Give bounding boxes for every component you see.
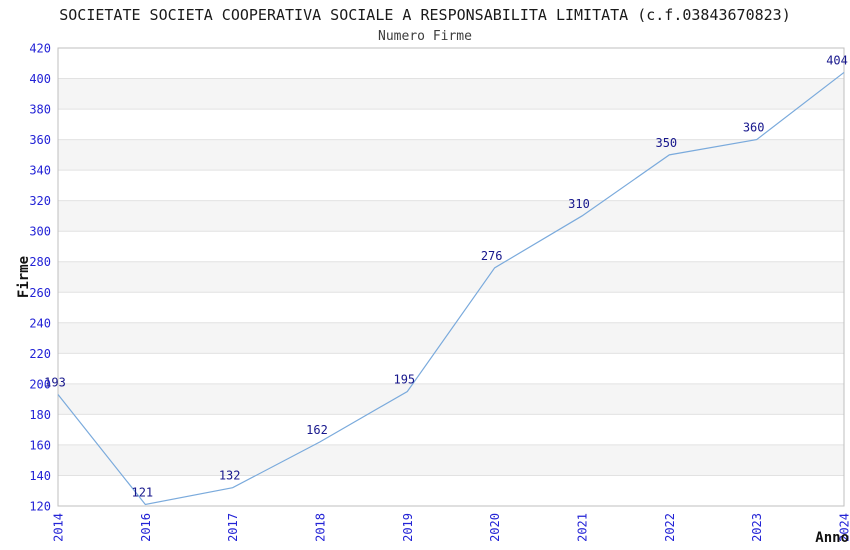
chart-subtitle: Numero Firme (378, 29, 472, 44)
y-axis-tick-labels: 120 140 160 180 200 220 240 260 280 300 320 340 360 3… (29, 42, 51, 514)
y-tick-label: 140 (29, 469, 51, 483)
y-tick-label: 400 (29, 72, 51, 86)
gridlines (58, 78, 844, 476)
y-tick-label: 200 (29, 377, 51, 391)
y-tick-label: 280 (29, 255, 51, 269)
y-tick-label: 300 (29, 225, 51, 239)
y-tick-label: 340 (29, 164, 51, 178)
x-tick-label: 2014 (52, 513, 66, 542)
x-tick-label: 2021 (576, 513, 590, 542)
plot-bands (58, 78, 844, 476)
y-tick-label: 120 (29, 500, 51, 514)
x-tick-label: 2019 (401, 513, 415, 542)
series-line-numero-firme (57, 71, 845, 506)
x-axis-title: Anno (815, 530, 849, 546)
x-tick-label: 2017 (226, 513, 240, 542)
chart-title: SOCIETATE SOCIETA COOPERATIVA SOCIALE A … (59, 6, 791, 24)
y-tick-label: 360 (29, 133, 51, 147)
y-tick-label: 380 (29, 103, 51, 117)
x-tick-label: 2020 (488, 513, 502, 542)
data-point-label: 310 (568, 197, 590, 211)
data-point-labels: 193 121 132 162 195 276 310 350 360 404 (44, 53, 848, 499)
band-row (58, 139, 844, 171)
data-point-label: 360 (743, 121, 765, 135)
x-tick-label: 2024 (838, 513, 850, 542)
y-axis-title: Firme (16, 256, 32, 298)
data-point-label: 404 (826, 53, 848, 67)
band-row (58, 78, 844, 110)
data-point-label: 162 (306, 423, 328, 437)
y-tick-label: 180 (29, 408, 51, 422)
x-axis-tick-labels: 2014 2016 2017 2018 2019 2020 2021 2022 2023 2024 (52, 513, 850, 542)
band-row (58, 322, 844, 354)
data-point-label: 350 (655, 136, 677, 150)
band-row (58, 383, 844, 415)
data-point-label: 121 (131, 485, 153, 499)
y-tick-label: 220 (29, 347, 51, 361)
data-point-label: 132 (219, 469, 241, 483)
data-point-label: 276 (481, 249, 503, 263)
data-point-label: 193 (44, 376, 66, 390)
x-tick-label: 2022 (663, 513, 677, 542)
x-tick-label: 2016 (139, 513, 153, 542)
x-tick-label: 2018 (314, 513, 328, 542)
y-tick-label: 240 (29, 316, 51, 330)
y-tick-label: 260 (29, 286, 51, 300)
band-row (58, 200, 844, 232)
y-tick-label: 160 (29, 438, 51, 452)
x-tick-label: 2023 (750, 513, 764, 542)
y-tick-label: 420 (29, 42, 51, 56)
band-row (58, 444, 844, 476)
y-tick-label: 320 (29, 194, 51, 208)
band-row (58, 261, 844, 293)
data-point-label: 195 (393, 373, 415, 387)
plot-border (57, 47, 845, 507)
